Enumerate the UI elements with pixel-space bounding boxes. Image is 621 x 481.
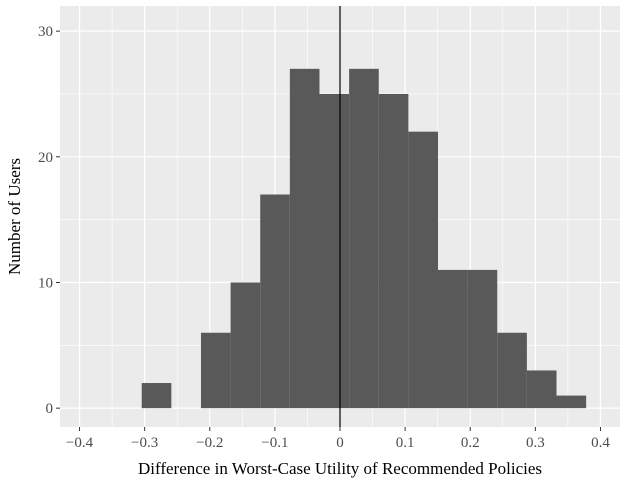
histogram-bar [141,383,172,409]
y-tick-label: 10 [38,275,53,291]
histogram-bar [200,332,231,409]
x-axis-ticks: −0.4 −0.3 −0.2 −0.1 0 0.1 0.2 0.3 0.4 [66,427,610,451]
histogram-bar [378,93,409,409]
histogram-bars [141,68,587,409]
y-axis-ticks: 0 10 20 30 [38,24,60,417]
y-tick-label: 20 [38,150,53,166]
histogram-bar [497,332,527,409]
histogram-bar [230,282,261,409]
x-tick-label: −0.2 [196,435,223,451]
x-tick-label: −0.3 [131,435,158,451]
histogram-bar [349,68,379,409]
x-tick-label: 0 [336,435,344,451]
x-tick-label: 0.4 [591,435,610,451]
y-tick-label: 0 [46,401,54,417]
histogram-bar [467,269,498,409]
x-tick-label: 0.3 [526,435,545,451]
histogram-bar [438,269,468,409]
histogram-bar [289,68,320,409]
x-tick-label: −0.1 [261,435,288,451]
y-axis-title: Number of Users [5,158,24,275]
x-tick-label: 0.2 [461,435,480,451]
histogram-bar [319,93,350,409]
x-axis-title: Difference in Worst-Case Utility of Reco… [138,459,542,478]
histogram-bar [526,370,557,409]
histogram-bar [556,395,587,409]
x-tick-label: −0.4 [66,435,94,451]
y-tick-label: 30 [38,24,53,40]
histogram-bar [408,131,438,409]
histogram-bar [260,194,290,409]
x-tick-label: 0.1 [396,435,415,451]
